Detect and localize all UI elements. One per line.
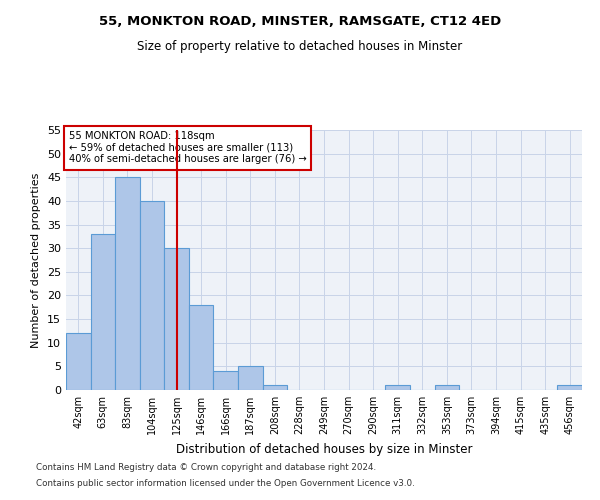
X-axis label: Distribution of detached houses by size in Minster: Distribution of detached houses by size … xyxy=(176,442,472,456)
Bar xyxy=(214,371,238,390)
Y-axis label: Number of detached properties: Number of detached properties xyxy=(31,172,41,348)
Bar xyxy=(91,234,115,390)
Text: Size of property relative to detached houses in Minster: Size of property relative to detached ho… xyxy=(137,40,463,53)
Bar xyxy=(140,201,164,390)
Bar xyxy=(263,386,287,390)
Text: 55 MONKTON ROAD: 118sqm
← 59% of detached houses are smaller (113)
40% of semi-d: 55 MONKTON ROAD: 118sqm ← 59% of detache… xyxy=(68,132,307,164)
Bar xyxy=(434,386,459,390)
Bar xyxy=(385,386,410,390)
Text: 55, MONKTON ROAD, MINSTER, RAMSGATE, CT12 4ED: 55, MONKTON ROAD, MINSTER, RAMSGATE, CT1… xyxy=(99,15,501,28)
Bar xyxy=(238,366,263,390)
Bar xyxy=(115,178,140,390)
Text: Contains HM Land Registry data © Crown copyright and database right 2024.: Contains HM Land Registry data © Crown c… xyxy=(36,464,376,472)
Bar xyxy=(189,305,214,390)
Bar xyxy=(557,386,582,390)
Text: Contains public sector information licensed under the Open Government Licence v3: Contains public sector information licen… xyxy=(36,478,415,488)
Bar xyxy=(164,248,189,390)
Bar xyxy=(66,334,91,390)
